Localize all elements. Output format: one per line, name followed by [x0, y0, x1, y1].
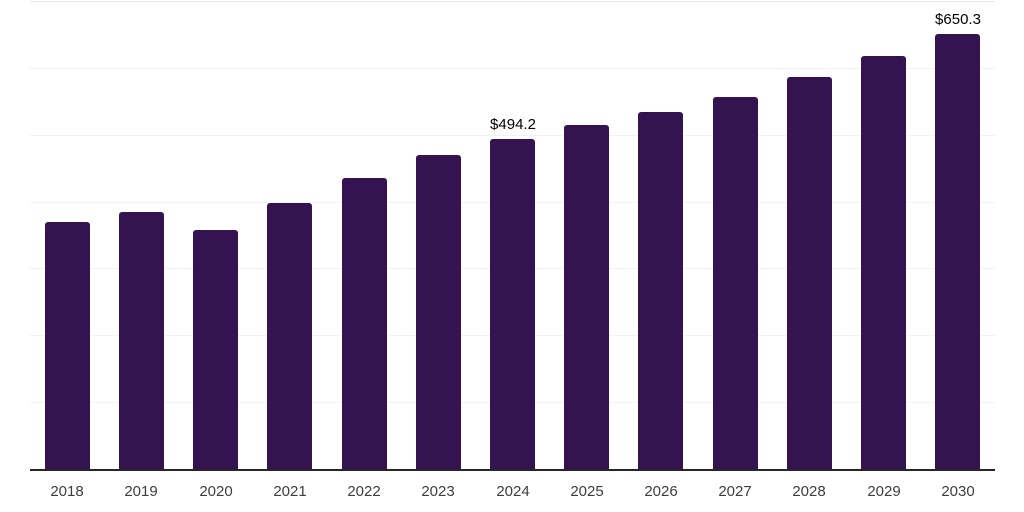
bar-2025 [564, 125, 609, 469]
x-tick-label-2029: 2029 [867, 483, 901, 500]
bar-2023 [416, 155, 461, 469]
bar-2030 [935, 34, 980, 469]
bar-2024 [490, 139, 535, 469]
x-tick-label-2024: 2024 [496, 483, 530, 500]
x-tick-label-2023: 2023 [421, 483, 455, 500]
gridline [30, 68, 995, 69]
gridline [30, 135, 995, 136]
bar-2029 [861, 56, 906, 469]
x-tick-label-2021: 2021 [273, 483, 307, 500]
bar-2028 [787, 77, 832, 469]
value-label-2030: $650.3 [935, 11, 981, 28]
x-tick-label-2020: 2020 [199, 483, 233, 500]
bar-2020 [193, 230, 238, 469]
bar-2027 [713, 97, 758, 469]
bar-2021 [267, 203, 312, 469]
bar-2022 [342, 178, 387, 469]
gridline [30, 1, 995, 2]
x-tick-label-2030: 2030 [941, 483, 975, 500]
x-tick-label-2026: 2026 [644, 483, 678, 500]
bar-2019 [119, 212, 164, 469]
x-tick-label-2027: 2027 [718, 483, 752, 500]
bar-2018 [45, 222, 90, 469]
x-axis-line [30, 469, 995, 471]
x-tick-label-2025: 2025 [570, 483, 604, 500]
x-tick-label-2018: 2018 [50, 483, 84, 500]
x-tick-label-2028: 2028 [792, 483, 826, 500]
x-tick-label-2022: 2022 [347, 483, 381, 500]
value-label-2024: $494.2 [490, 116, 536, 133]
bar-2026 [638, 112, 683, 469]
x-tick-label-2019: 2019 [124, 483, 158, 500]
